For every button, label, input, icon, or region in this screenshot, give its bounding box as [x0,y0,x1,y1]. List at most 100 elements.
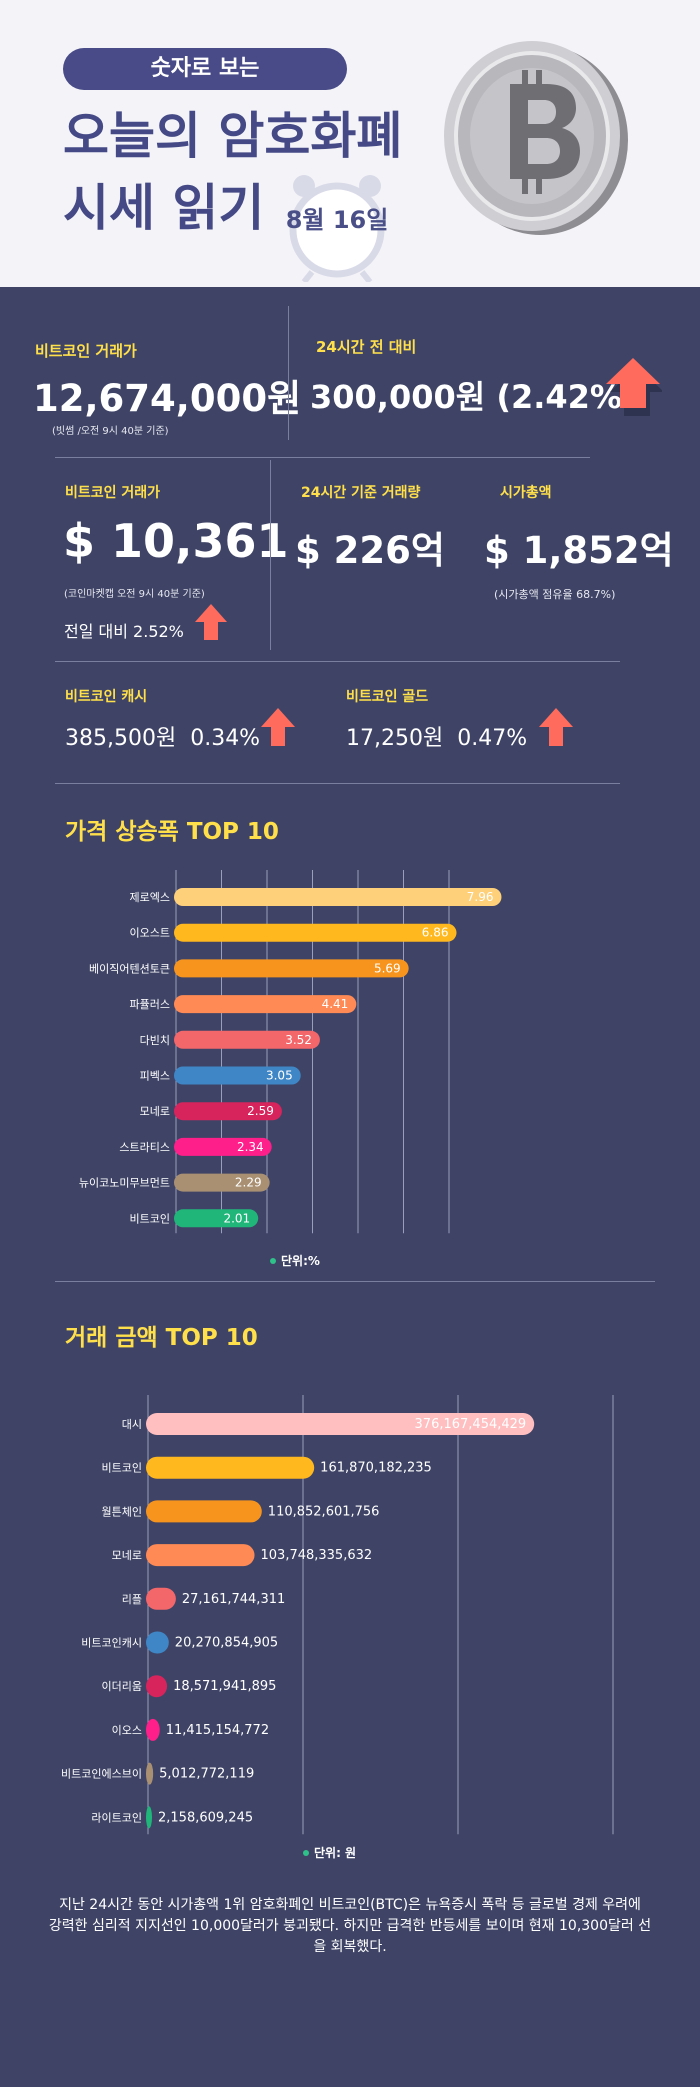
krw-price-note: (빗썸 /오전 9시 40분 기준) [52,426,169,437]
category-label: 베이직어텐션토큰 [89,962,170,975]
up-arrow-icon [539,708,573,746]
page-title: 오늘의 암호화폐 시세 읽기 [63,100,402,244]
value-label: 20,270,854,905 [175,1636,278,1651]
data-bar [146,1413,535,1435]
category-label: 다빈치 [140,1034,170,1047]
data-bar [174,888,502,906]
value-label: 5.69 [374,961,401,975]
market-cap-value: $ 1,852억 [484,529,674,572]
value-label: 3.52 [285,1033,312,1047]
category-label: 비트코인 [102,1462,142,1475]
value-label: 3.05 [266,1069,293,1083]
data-bar [174,995,357,1014]
divider [270,460,271,650]
chart2-title: 거래 금액 TOP 10 [65,1325,258,1351]
title-line-1: 오늘의 암호화폐 [63,107,403,165]
data-bar [174,1173,270,1192]
category-label: 비트코인캐시 [81,1637,142,1650]
value-label: 4.41 [322,997,349,1011]
bitcoin-coin-icon [444,41,628,235]
value-label: 18,571,941,895 [173,1679,276,1694]
usd-price-value: $ 10,361 [63,514,289,568]
chart1-title: 가격 상승폭 TOP 10 [65,819,279,845]
summary-paragraph: 지난 24시간 동안 시가총액 1위 암호화폐인 비트코인(BTC)은 뉴욕증시… [40,1895,660,1958]
price-rise-chart: 제로엑스 7.96 이오스트 6.86 베이직어텐션토큰 5.69 파퓰러스 4.41 다빈치 3… [79,870,502,1234]
data-bar [146,1762,154,1785]
up-arrow-icon [606,358,662,416]
data-bar [146,1587,176,1610]
value-label: 2.59 [247,1104,274,1118]
header-pill: 숫자로 보는 [63,48,347,90]
value-label: 376,167,454,429 [415,1417,527,1432]
category-label: 스트라티스 [119,1141,170,1154]
data-bar [146,1631,169,1654]
category-label: 라이트코인 [91,1811,142,1824]
volume-value: $ 226억 [295,529,445,572]
data-bar [146,1544,255,1567]
divider [55,457,590,458]
category-label: 이더리움 [102,1680,142,1693]
category-label: 제로엑스 [130,891,170,904]
trade-amount-chart: 대시 376,167,454,429 비트코인 161,870,182,235 월튼체인… [61,1395,614,1835]
data-bar [174,1066,301,1085]
divider [55,1281,655,1282]
category-label: 비트코인에스브이 [61,1768,142,1781]
data-bar [146,1675,168,1698]
usd-change-text: 전일 대비 2.52% [64,622,184,641]
krw-price-value: 12,674,000원 [33,377,302,420]
data-bar [174,1209,259,1228]
value-label: 27,161,744,311 [182,1592,285,1607]
value-label: 11,415,154,772 [166,1723,269,1738]
value-label: 161,870,182,235 [320,1461,432,1476]
category-label: 이오스트 [130,927,170,940]
summary-line: 강력한 심리적 지지선인 10,000달러가 붕괴됐다. 하지만 급격한 반등세… [48,1918,652,1934]
value-label: 110,852,601,756 [268,1504,380,1519]
header-banner: 숫자로 보는 오늘의 암호화폐 시세 읽기 8월 16일 [0,0,700,287]
market-cap-label: 시가총액 [500,485,552,501]
up-arrow-icon [261,708,295,746]
chart2-unit: 단위: 원 [303,1844,356,1861]
value-label: 2,158,609,245 [158,1810,253,1825]
change-label: 24시간 전 대비 [316,338,417,356]
category-label: 모네로 [112,1549,142,1562]
summary-line: 을 회복했다. [313,1939,387,1955]
data-bar [146,1500,262,1523]
value-label: 2.29 [235,1176,262,1190]
change-value: 300,000원 (2.42%) [310,378,637,416]
value-label: 6.86 [422,926,449,940]
market-cap-note: (시가총액 점유율 68.7%) [494,588,616,601]
value-label: 2.01 [223,1211,250,1225]
volume-label: 24시간 기준 거래량 [301,485,421,501]
krw-price-label: 비트코인 거래가 [35,342,137,360]
category-label: 대시 [122,1418,142,1431]
data-bar [174,1030,320,1049]
value-label: 103,748,335,632 [261,1548,373,1563]
date-label: 8월 16일 [285,206,389,234]
bch-value: 385,500원 0.34% [65,726,261,751]
usd-price-label: 비트코인 거래가 [65,485,161,501]
data-bar [146,1456,315,1479]
summary-line: 지난 24시간 동안 시가총액 1위 암호화폐인 비트코인(BTC)은 뉴욕증시… [59,1897,641,1913]
alarm-clock-icon [289,175,385,282]
data-bar [146,1806,152,1829]
category-label: 이오스 [112,1724,142,1737]
value-label: 7.96 [467,890,494,904]
data-bar [174,1137,272,1156]
category-label: 비트코인 [130,1212,170,1225]
usd-price-note: (코인마켓캡 오전 9시 40분 기준) [64,589,205,600]
category-label: 파퓰러스 [130,998,170,1011]
data-bar [146,1718,160,1741]
data-bar [174,1102,282,1121]
up-arrow-icon [195,604,227,640]
divider [55,783,620,784]
data-bar [174,923,457,942]
category-label: 피벡스 [140,1070,170,1083]
chart1-unit: 단위:% [270,1252,320,1269]
value-label: 5,012,772,119 [159,1767,254,1782]
category-label: 뉴이코노미무브먼트 [79,1177,170,1190]
bch-label: 비트코인 캐시 [65,689,148,705]
category-label: 모네로 [140,1105,170,1118]
divider [55,661,620,662]
category-label: 리플 [122,1593,142,1606]
category-label: 월튼체인 [102,1505,142,1518]
